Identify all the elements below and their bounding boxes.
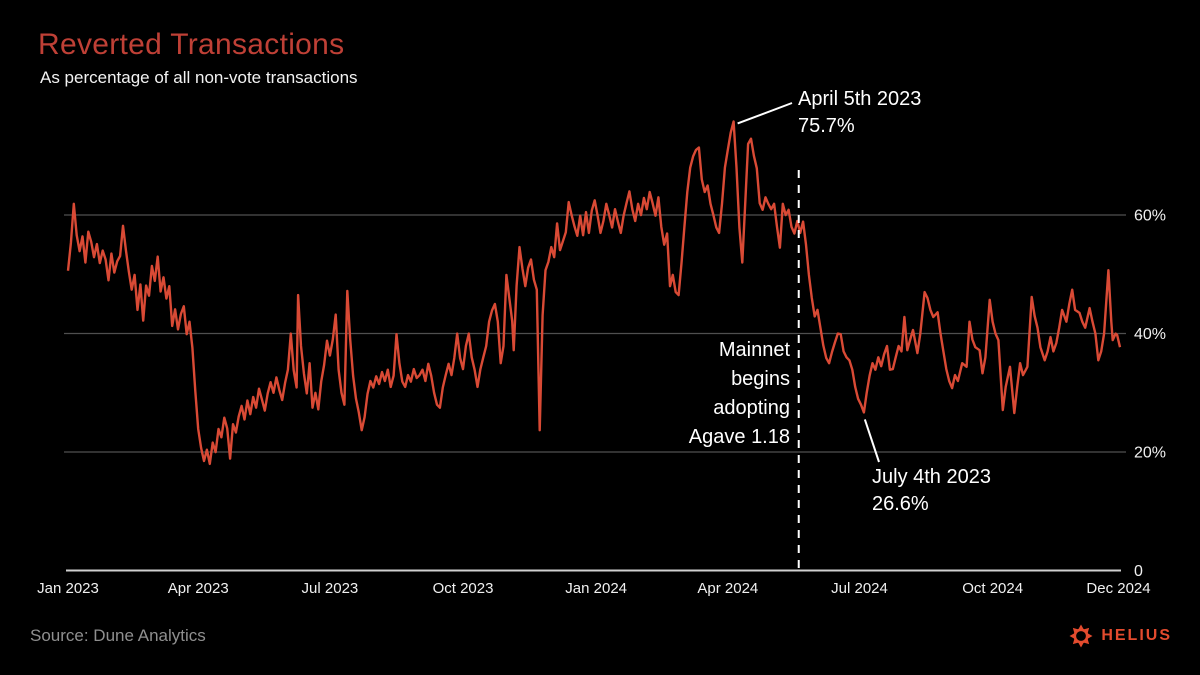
- axis-labels: 60% 40% 20% 0 Jan 2023 Apr 2023 Jul 2023 Oct 20…: [37, 208, 1166, 598]
- annotation-peak-date: April 5th 2023: [798, 88, 922, 110]
- source-caption: Source: Dune Analytics: [30, 626, 206, 645]
- helius-starburst-icon: [1069, 624, 1093, 648]
- annotation-dip-value: 26.6%: [872, 493, 929, 515]
- x-tick-label: Oct 2023: [433, 580, 494, 597]
- y-tick-label: 60%: [1134, 208, 1166, 225]
- y-tick-label: 0: [1134, 563, 1143, 580]
- annotation-dip-date: July 4th 2023: [872, 466, 991, 488]
- dip-callout-line: [863, 419, 880, 463]
- x-tick-label: Jul 2024: [831, 580, 888, 597]
- x-tick-label: Oct 2024: [962, 580, 1023, 597]
- x-tick-label: Jan 2023: [37, 580, 99, 597]
- helius-logo: HELIUS: [1069, 624, 1172, 648]
- annotation-dip: July 4th 2023 26.6%: [872, 464, 991, 518]
- gridlines: [64, 214, 1126, 453]
- callout-lines: [737, 102, 880, 463]
- annotation-peak-value: 75.7%: [798, 115, 855, 137]
- x-tick-label: Dec 2024: [1086, 580, 1150, 597]
- annotation-peak: April 5th 2023 75.7%: [798, 86, 921, 140]
- x-tick-label: Jan 2024: [565, 580, 627, 597]
- helius-logo-text: HELIUS: [1101, 627, 1172, 644]
- y-tick-label: 40%: [1134, 326, 1166, 343]
- y-tick-label: 20%: [1134, 445, 1166, 462]
- x-tick-label: Apr 2024: [697, 580, 758, 597]
- series: [66, 120, 1122, 466]
- series-polyline: [66, 120, 1122, 466]
- x-tick-label: Apr 2023: [168, 580, 229, 597]
- page-title: Reverted Transactions: [38, 28, 345, 61]
- chart-subtitle: As percentage of all non-vote transactio…: [40, 68, 358, 87]
- peak-callout-line: [737, 102, 793, 125]
- x-tick-label: Jul 2023: [302, 580, 359, 597]
- annotation-mainnet-event: Mainnet begins adopting Agave 1.18: [688, 339, 790, 448]
